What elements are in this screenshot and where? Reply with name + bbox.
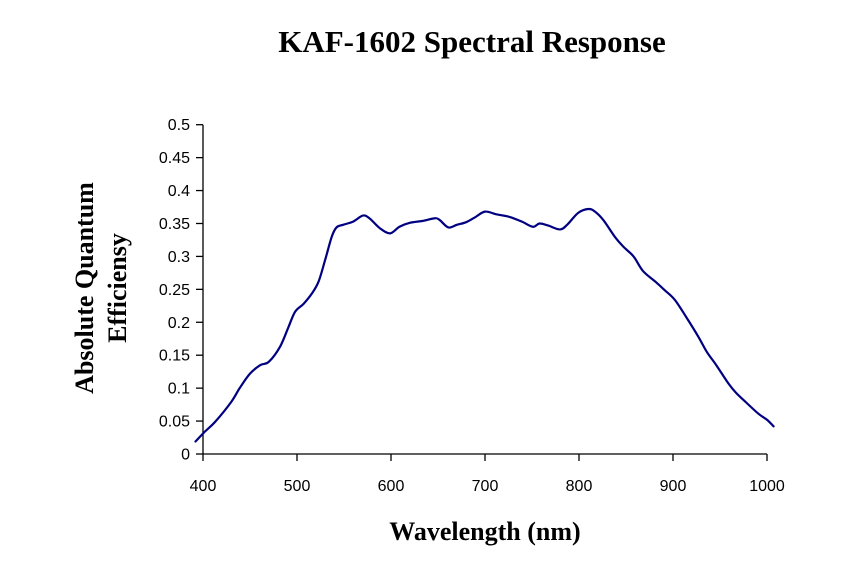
x-tick-label: 900	[660, 478, 687, 495]
y-axis-label-line-2: Efficiensy	[103, 233, 132, 343]
y-tick-label: 0.05	[159, 414, 190, 431]
x-axis-label: Wavelength (nm)	[389, 517, 580, 546]
x-tick-label: 800	[566, 478, 593, 495]
x-tick-label: 500	[284, 478, 311, 495]
y-ticks: 0 0.05 0.1 0.15 0.2 0.25 0.3 0.35 0.4 0.45 0.5	[159, 117, 203, 464]
series-group	[194, 207, 775, 443]
y-tick-label: 0	[181, 447, 190, 464]
series-line	[194, 207, 775, 443]
axes	[202, 124, 767, 455]
x-tick-label: 600	[378, 478, 405, 495]
chart-title: KAF-1602 Spectral Response	[278, 24, 665, 59]
y-axis-label: Absolute Quantum Efficiensy	[70, 182, 132, 394]
x-tick-label: 700	[472, 478, 499, 495]
y-tick-label: 0.1	[168, 381, 190, 398]
y-axis-label-line-1: Absolute Quantum	[70, 182, 99, 394]
y-tick-label: 0.35	[159, 216, 190, 233]
y-tick-label: 0.15	[159, 348, 190, 365]
y-tick-label: 0.5	[168, 117, 190, 134]
x-tick-label: 1000	[749, 478, 785, 495]
y-tick-label: 0.25	[159, 282, 190, 299]
x-ticks: 400 500 600 700 800 900 1000	[190, 454, 785, 495]
y-tick-label: 0.4	[168, 183, 190, 200]
y-tick-label: 0.2	[168, 315, 190, 332]
y-tick-label: 0.3	[168, 249, 190, 266]
y-tick-label: 0.45	[159, 150, 190, 167]
x-tick-label: 400	[190, 478, 217, 495]
